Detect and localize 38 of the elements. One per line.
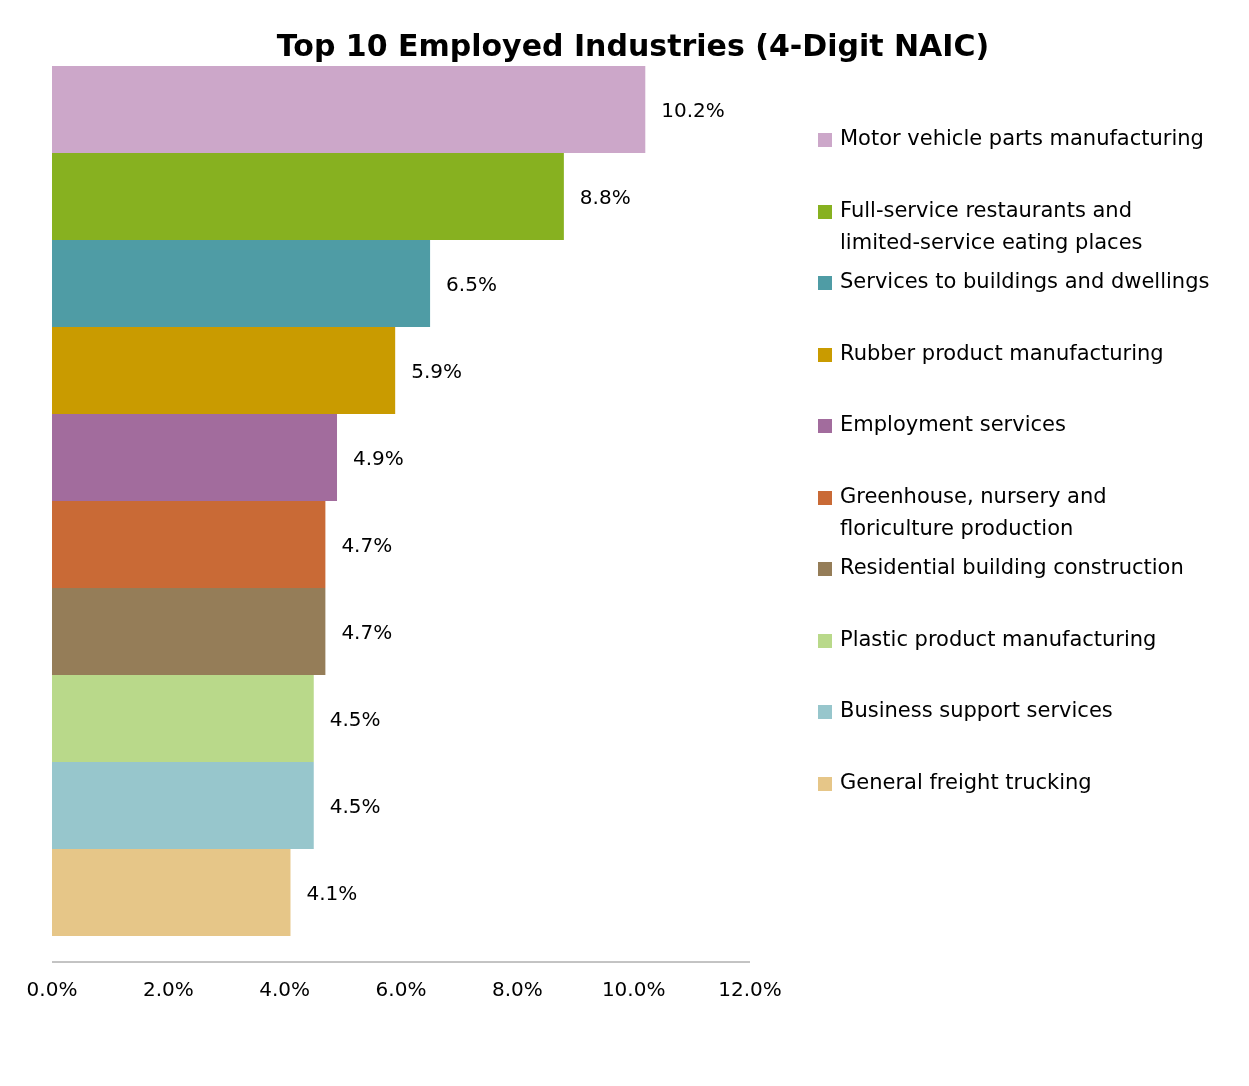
data-label: 4.9%	[353, 445, 404, 470]
bar	[52, 240, 431, 327]
legend-label: Services to buildings and dwellings	[840, 268, 1210, 295]
data-label: 4.5%	[329, 706, 381, 731]
legend-label: Greenhouse, nursery and floriculture production	[840, 482, 1108, 542]
x-tick-label: 10.0%	[601, 977, 666, 1002]
legend-label: Residential building construction	[840, 554, 1184, 581]
x-tick-label: 6.0%	[375, 977, 427, 1002]
bar	[52, 588, 326, 675]
bar	[52, 66, 646, 153]
bar	[52, 414, 338, 501]
data-label: 8.8%	[579, 184, 631, 209]
x-tick-label: 0.0%	[26, 977, 78, 1002]
x-tick-label: 2.0%	[142, 977, 194, 1002]
bar	[52, 849, 291, 936]
data-label: 4.7%	[341, 532, 393, 557]
text: Top 10 Employed Industries (4-Digit NAIC)	[275, 28, 991, 63]
legend-label: General freight trucking	[840, 768, 1092, 796]
data-label: 10.2%	[661, 97, 725, 122]
data-label: 4.7%	[341, 619, 393, 644]
legend-label: Motor vehicle parts manufacturing	[840, 125, 1204, 152]
legend-label: Full-service restaurants and limited-service eating places	[840, 196, 1144, 256]
bar	[52, 327, 396, 414]
data-label: 5.9%	[411, 358, 462, 383]
bar	[52, 762, 314, 849]
x-tick-label: 4.0%	[259, 977, 311, 1002]
bar	[52, 153, 564, 240]
legend-label: Employment services	[840, 411, 1066, 438]
bar	[52, 675, 314, 762]
data-label: 4.5%	[329, 793, 381, 818]
legend-label: Business support services	[840, 697, 1113, 724]
x-tick-label: 12.0%	[718, 977, 782, 1002]
data-label: 6.5%	[446, 271, 497, 296]
legend-label: Plastic product manufacturing	[840, 625, 1157, 653]
bar	[52, 501, 326, 588]
legend-label: Rubber product manufacturing	[840, 339, 1164, 367]
data-label: 4.1%	[306, 880, 358, 905]
x-tick-label: 8.0%	[491, 977, 543, 1002]
